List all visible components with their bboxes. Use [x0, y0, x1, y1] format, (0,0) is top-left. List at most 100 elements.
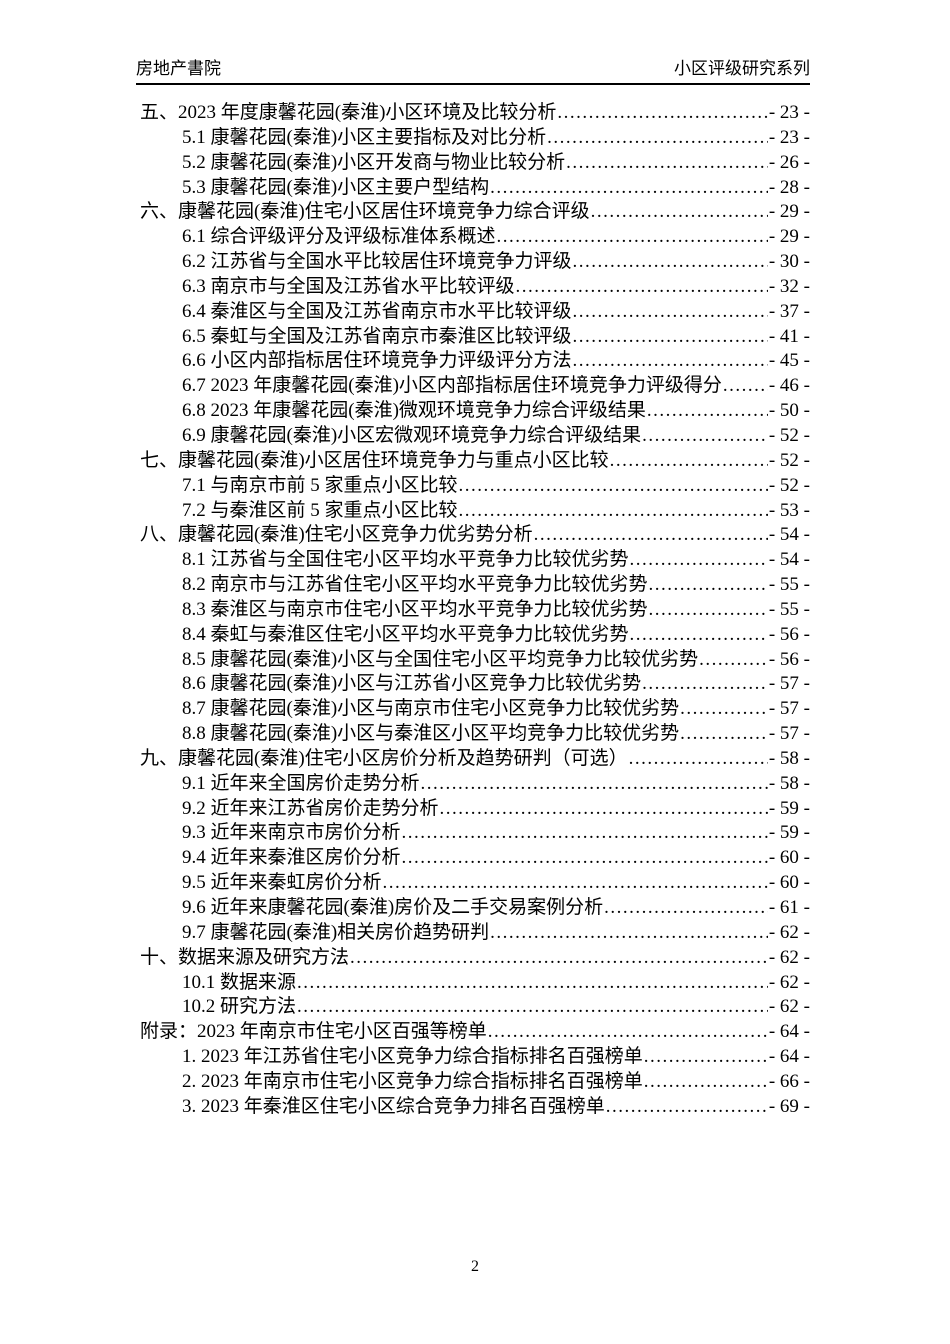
toc-entry-page-number: - 41 - [768, 325, 810, 347]
toc-entry-page-number: - 30 - [768, 251, 810, 273]
toc-entry-page-number: - 52 - [768, 424, 810, 446]
toc-dot-leader: ........................................… [648, 598, 768, 620]
toc-entry-page-number: - 56 - [768, 648, 810, 670]
toc-entry[interactable]: 6.7 2023 年康馨花园(秦淮)小区内部指标居住环境竞争力评级得分 ....… [140, 374, 810, 399]
toc-entry[interactable]: 9.2 近年来江苏省房价走势分析 .......................… [140, 797, 810, 822]
toc-entry[interactable]: 6.9 康馨花园(秦淮)小区宏微观环境竞争力综合评级结果 ...........… [140, 424, 810, 449]
toc-entry-title: 1. 2023 年江苏省住宅小区竞争力综合指标排名百强榜单 [182, 1046, 643, 1068]
toc-entry-title: 6.3 南京市与全国及江苏省水平比较评级 [182, 275, 515, 297]
toc-entry[interactable]: 6.6 小区内部指标居住环境竞争力评级评分方法 ................… [140, 349, 810, 374]
header-left-title: 房地产書院 [136, 59, 221, 78]
toc-entry[interactable]: 8.8 康馨花园(秦淮)小区与秦淮区小区平均竞争力比较优劣势 .........… [140, 722, 810, 747]
toc-entry-title: 8.1 江苏省与全国住宅小区平均水平竞争力比较优劣势 [182, 549, 629, 571]
toc-dot-leader: ........................................… [401, 822, 768, 844]
toc-entry[interactable]: 6.3 南京市与全国及江苏省水平比较评级 ...................… [140, 275, 810, 300]
toc-dot-leader: ........................................… [297, 971, 768, 993]
toc-entry[interactable]: 9.3 近年来南京市房价分析 .........................… [140, 821, 810, 846]
toc-entry-page-number: - 29 - [768, 201, 810, 223]
toc-entry[interactable]: 8.4 秦虹与秦淮区住宅小区平均水平竞争力比较优劣势 .............… [140, 623, 810, 648]
toc-entry[interactable]: 1. 2023 年江苏省住宅小区竞争力综合指标排名百强榜单 ..........… [140, 1045, 810, 1070]
toc-entry-title: 10.1 数据来源 [182, 971, 297, 993]
toc-dot-leader: ........................................… [490, 176, 768, 198]
toc-dot-leader: ........................................… [648, 574, 768, 596]
toc-entry[interactable]: 8.5 康馨花园(秦淮)小区与全国住宅小区平均竞争力比较优劣势 ........… [140, 648, 810, 673]
toc-entry[interactable]: 8.3 秦淮区与南京市住宅小区平均水平竞争力比较优劣势 ............… [140, 598, 810, 623]
toc-entry[interactable]: 8.2 南京市与江苏省住宅小区平均水平竞争力比较优劣势 ............… [140, 573, 810, 598]
toc-entry[interactable]: 6.8 2023 年康馨花园(秦淮)微观环境竞争力综合评级结果 ........… [140, 399, 810, 424]
toc-entry-page-number: - 64 - [768, 1046, 810, 1068]
toc-entry-page-number: - 62 - [768, 921, 810, 943]
toc-dot-leader: ........................................… [642, 424, 768, 446]
toc-entry-title: 6.2 江苏省与全国水平比较居住环境竞争力评级 [182, 251, 572, 273]
toc-entry-page-number: - 69 - [768, 1095, 810, 1117]
toc-entry-title: 6.8 2023 年康馨花园(秦淮)微观环境竞争力综合评级结果 [182, 400, 646, 422]
toc-dot-leader: ........................................… [515, 275, 768, 297]
toc-entry[interactable]: 8.7 康馨花园(秦淮)小区与南京市住宅小区竞争力比较优劣势 .........… [140, 697, 810, 722]
toc-entry-page-number: - 45 - [768, 350, 810, 372]
toc-entry-title: 7.2 与秦淮区前 5 家重点小区比较 [182, 499, 458, 521]
toc-dot-leader: ........................................… [557, 102, 768, 123]
toc-entry-title: 5.1 康馨花园(秦淮)小区主要指标及对比分析 [182, 126, 547, 148]
toc-dot-leader: ........................................… [572, 251, 768, 273]
toc-entry-title: 9.5 近年来秦虹房价分析 [182, 872, 382, 894]
toc-entry[interactable]: 9.7 康馨花园(秦淮)相关房价趋势研判 ...................… [140, 921, 810, 946]
toc-entry-page-number: - 53 - [768, 499, 810, 521]
toc-entry[interactable]: 附录：2023 年南京市住宅小区百强等榜单 ..................… [140, 1020, 810, 1045]
toc-dot-leader: ........................................… [609, 449, 768, 471]
toc-entry-title: 9.6 近年来康馨花园(秦淮)房价及二手交易案例分析 [182, 897, 604, 918]
toc-entry[interactable]: 9.6 近年来康馨花园(秦淮)房价及二手交易案例分析 .............… [140, 896, 810, 921]
toc-dot-leader: ........................................… [680, 698, 768, 720]
toc-entry[interactable]: 10.1 数据来源 ..............................… [140, 971, 810, 996]
toc-dot-leader: ........................................… [458, 499, 768, 521]
toc-dot-leader: ........................................… [401, 847, 768, 869]
toc-dot-leader: ........................................… [297, 996, 768, 1018]
toc-entry-page-number: - 57 - [768, 673, 810, 695]
toc-entry-title: 八、康馨花园(秦淮)住宅小区竞争力优劣势分析 [140, 524, 533, 546]
toc-entry-page-number: - 37 - [768, 300, 810, 322]
toc-entry[interactable]: 七、康馨花园(秦淮)小区居住环境竞争力与重点小区比较 .............… [140, 449, 810, 474]
toc-entry[interactable]: 7.2 与秦淮区前 5 家重点小区比较 ....................… [140, 499, 810, 524]
toc-entry-page-number: - 57 - [768, 698, 810, 720]
toc-entry[interactable]: 9.1 近年来全国房价走势分析 ........................… [140, 772, 810, 797]
toc-entry-page-number: - 54 - [768, 549, 810, 571]
toc-entry[interactable]: 九、康馨花园(秦淮)住宅小区房价分析及趋势研判（可选） ............… [140, 747, 810, 772]
toc-dot-leader: ........................................… [628, 747, 768, 769]
toc-dot-leader: ........................................… [350, 946, 768, 968]
toc-entry-title: 5.3 康馨花园(秦淮)小区主要户型结构 [182, 176, 490, 198]
toc-entry-page-number: - 50 - [768, 400, 810, 422]
toc-entry-page-number: - 32 - [768, 275, 810, 297]
toc-entry-page-number: - 62 - [768, 971, 810, 993]
toc-entry[interactable]: 9.5 近年来秦虹房价分析 ..........................… [140, 871, 810, 896]
toc-entry[interactable]: 6.5 秦虹与全国及江苏省南京市秦淮区比较评级 ................… [140, 325, 810, 350]
toc-entry[interactable]: 6.1 综合评级评分及评级标准体系概述 ....................… [140, 225, 810, 250]
toc-entry[interactable]: 3. 2023 年秦淮区住宅小区综合竞争力排名百强榜单 ............… [140, 1095, 810, 1120]
toc-entry[interactable]: 5.1 康馨花园(秦淮)小区主要指标及对比分析 ................… [140, 126, 810, 151]
toc-entry-page-number: - 46 - [768, 375, 810, 397]
toc-entry[interactable]: 八、康馨花园(秦淮)住宅小区竞争力优劣势分析 .................… [140, 523, 810, 548]
toc-entry[interactable]: 7.1 与南京市前 5 家重点小区比较 ....................… [140, 474, 810, 499]
toc-entry[interactable]: 十、数据来源及研究方法 ............................… [140, 946, 810, 971]
toc-entry[interactable]: 六、康馨花园(秦淮)住宅小区居住环境竞争力综合评级 ..............… [140, 200, 810, 225]
toc-entry[interactable]: 9.4 近年来秦淮区房价分析 .........................… [140, 846, 810, 871]
toc-entry-title: 9.4 近年来秦淮区房价分析 [182, 847, 401, 869]
toc-entry-title: 十、数据来源及研究方法 [140, 946, 350, 968]
toc-entry-title: 6.5 秦虹与全国及江苏省南京市秦淮区比较评级 [182, 325, 572, 347]
toc-entry[interactable]: 8.1 江苏省与全国住宅小区平均水平竞争力比较优劣势 .............… [140, 548, 810, 573]
toc-entry-title: 附录：2023 年南京市住宅小区百强等榜单 [140, 1021, 487, 1043]
toc-entry[interactable]: 5.3 康馨花园(秦淮)小区主要户型结构 ...................… [140, 176, 810, 201]
toc-entry-page-number: - 52 - [768, 474, 810, 496]
toc-dot-leader: ........................................… [642, 673, 768, 695]
toc-entry[interactable]: 6.4 秦淮区与全国及江苏省南京市水平比较评级 ................… [140, 300, 810, 325]
toc-entry[interactable]: 6.2 江苏省与全国水平比较居住环境竞争力评级 ................… [140, 250, 810, 275]
toc-entry-page-number: - 60 - [768, 847, 810, 869]
toc-entry-title: 七、康馨花园(秦淮)小区居住环境竞争力与重点小区比较 [140, 449, 609, 471]
toc-entry[interactable]: 五、2023 年度康馨花园(秦淮)小区环境及比较分析 .............… [140, 101, 810, 126]
toc-entry[interactable]: 10.2 研究方法 ..............................… [140, 995, 810, 1020]
toc-dot-leader: ........................................… [566, 151, 768, 173]
toc-entry[interactable]: 5.2 康馨花园(秦淮)小区开发商与物业比较分析 ...............… [140, 151, 810, 176]
toc-entry-title: 8.2 南京市与江苏省住宅小区平均水平竞争力比较优劣势 [182, 574, 648, 596]
toc-entry[interactable]: 2. 2023 年南京市住宅小区竞争力综合指标排名百强榜单 ..........… [140, 1070, 810, 1095]
toc-entry[interactable]: 8.6 康馨花园(秦淮)小区与江苏省小区竞争力比较优劣势 ...........… [140, 672, 810, 697]
toc-entry-page-number: - 60 - [768, 872, 810, 894]
toc-entry-page-number: - 59 - [768, 822, 810, 844]
